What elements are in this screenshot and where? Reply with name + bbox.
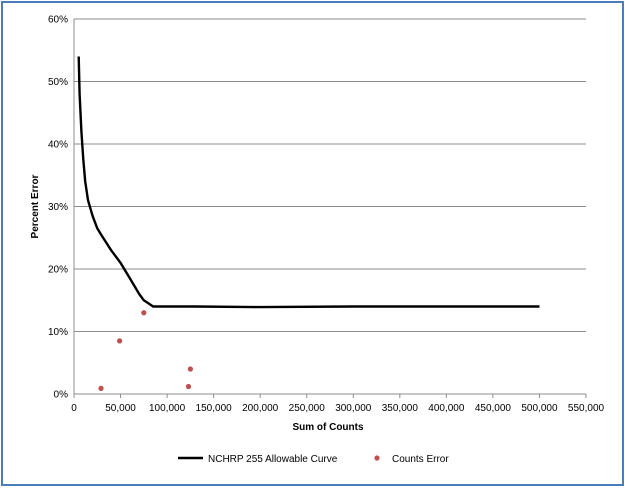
x-tick-label: 400,000	[428, 403, 465, 414]
x-tick-label: 550,000	[568, 403, 605, 414]
y-tick-label: 30%	[48, 202, 68, 213]
x-tick-label: 300,000	[335, 403, 372, 414]
y-tick-label: 50%	[48, 77, 68, 88]
counts-error-point	[187, 366, 193, 372]
counts-error-point	[185, 383, 192, 390]
x-tick-labels: 0 50,000 100,000 150,000 200,000 250,000 300,0…	[71, 403, 604, 414]
x-tick-label: 150,000	[196, 403, 233, 414]
counts-error-point	[141, 310, 147, 316]
counts-error-point	[117, 338, 123, 344]
y-tick-label: 40%	[48, 140, 68, 151]
legend: NCHRP 255 Allowable Curve Counts Error	[178, 454, 449, 465]
series	[77, 56, 540, 391]
x-tick-label: 250,000	[289, 403, 326, 414]
legend-label-curve: NCHRP 255 Allowable Curve	[208, 454, 338, 465]
x-tick-label: 500,000	[521, 403, 558, 414]
x-tick-label: 0	[71, 403, 77, 414]
x-tick-label: 200,000	[242, 403, 279, 414]
x-axis-title: Sum of Counts	[292, 422, 364, 433]
y-tick-label: 20%	[48, 265, 68, 276]
x-tick-label: 50,000	[105, 403, 136, 414]
y-tick-label: 10%	[48, 327, 68, 338]
y-tick-labels: 0% 10% 20% 30% 40% 50% 60%	[48, 15, 68, 401]
x-tick-label: 450,000	[475, 403, 512, 414]
axes	[73, 19, 587, 398]
chart-svg: 0% 10% 20% 30% 40% 50% 60% 0 50,000 100,000 150,0…	[30, 15, 605, 466]
counts-error-point	[98, 385, 104, 391]
allowable-curve-line	[77, 56, 540, 309]
y-tick-label: 60%	[48, 15, 68, 26]
y-axis-title: Percent Error	[30, 174, 41, 238]
x-tick-label: 100,000	[149, 403, 186, 414]
legend-dot-swatch	[374, 455, 380, 461]
y-tick-label: 0%	[54, 390, 69, 401]
legend-label-counts: Counts Error	[392, 454, 449, 465]
x-tick-label: 350,000	[382, 403, 419, 414]
gridlines	[74, 18, 586, 332]
